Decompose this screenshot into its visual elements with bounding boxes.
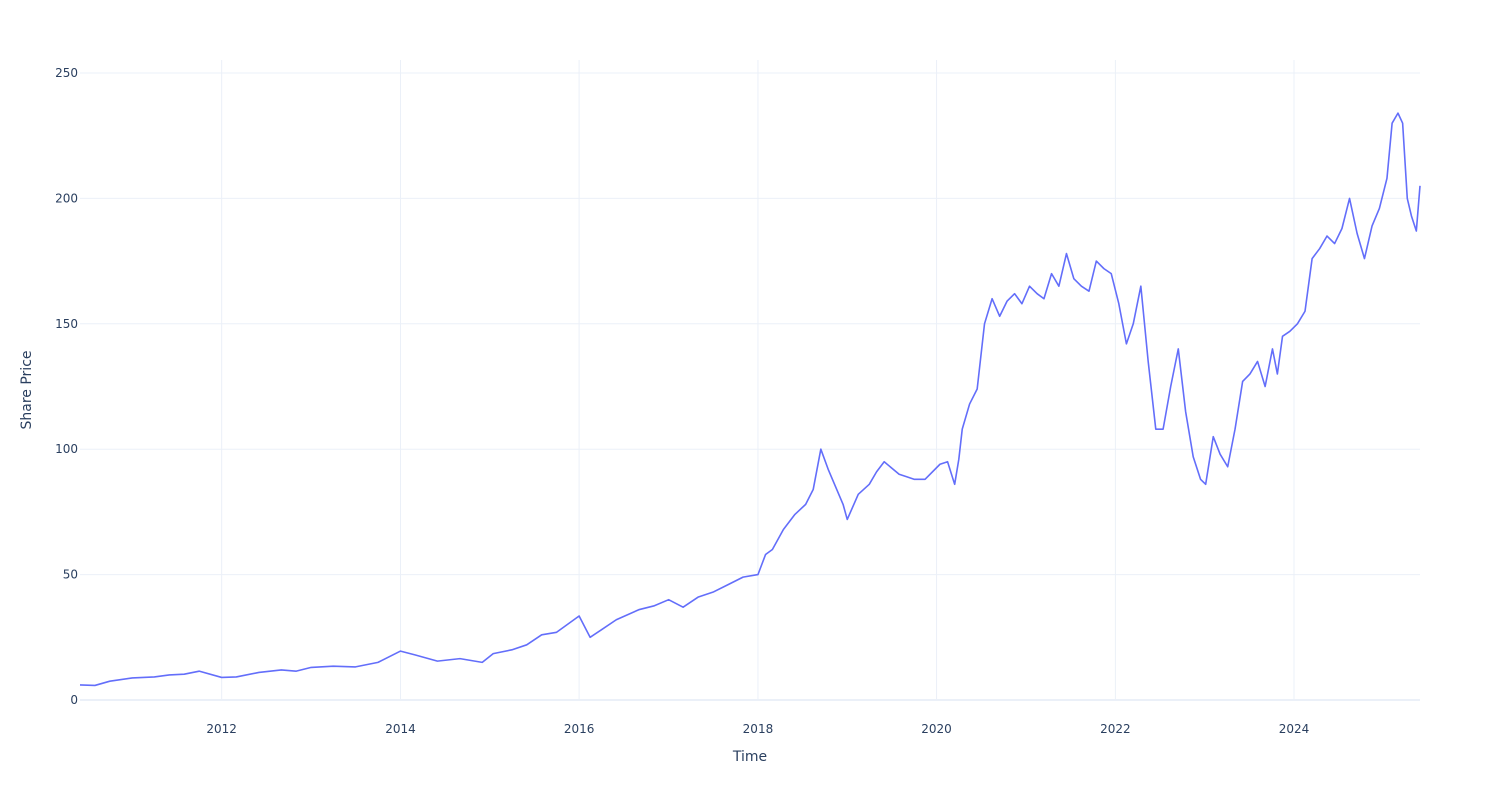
y-axis-title: Share Price	[19, 350, 35, 429]
x-axis-title: Time	[732, 749, 767, 765]
y-tick-label: 150	[55, 317, 78, 331]
x-tick-label: 2018	[743, 722, 774, 736]
y-tick-label: 50	[63, 568, 78, 582]
x-tick-label: 2014	[385, 722, 416, 736]
y-tick-label: 0	[70, 693, 78, 707]
series-layer	[79, 112, 1421, 687]
grid	[80, 60, 1420, 701]
x-tick-label: 2012	[206, 722, 237, 736]
x-tick-label: 2022	[1100, 722, 1131, 736]
y-tick-label: 250	[55, 66, 78, 80]
x-tick-label: 2024	[1279, 722, 1310, 736]
y-axis-ticks: 0 50 100 150 200 250	[55, 66, 78, 707]
y-tick-label: 200	[55, 191, 78, 205]
series-line	[79, 112, 1421, 687]
x-axis-ticks: 2012 2014 2016 2018 2020 2022 2024	[206, 722, 1309, 736]
y-tick-label: 100	[55, 442, 78, 456]
x-tick-label: 2016	[564, 722, 595, 736]
x-tick-label: 2020	[921, 722, 952, 736]
